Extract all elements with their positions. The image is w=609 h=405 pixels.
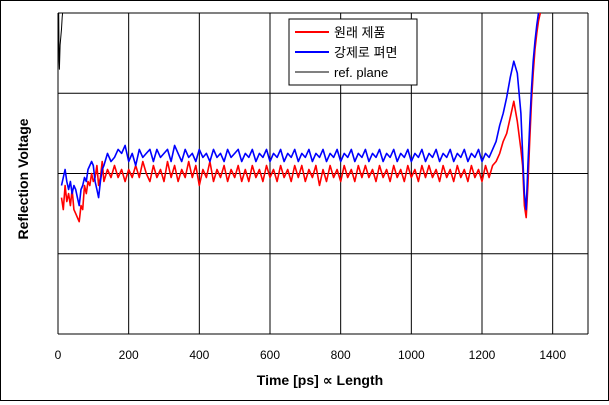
x-tick-label: 200 xyxy=(119,348,139,362)
x-tick-label: 1400 xyxy=(539,348,566,362)
legend-label: 강제로 펴면 xyxy=(334,45,397,60)
y-axis-label: Reflection Voltage xyxy=(15,118,31,239)
series-line- xyxy=(60,12,540,211)
x-tick-label: 1000 xyxy=(398,348,425,362)
legend-label: 원래 제품 xyxy=(334,25,385,40)
x-tick-label: 1200 xyxy=(469,348,496,362)
x-tick-label: 800 xyxy=(331,348,351,362)
x-tick-label: 0 xyxy=(55,348,62,362)
x-axis-label: Time [ps] ∝ Length xyxy=(257,372,383,388)
x-tick-label: 600 xyxy=(260,348,280,362)
series-line-ref-plane xyxy=(58,12,64,70)
x-tick-labels: 0 200 400 600 800 1000 1200 1400 xyxy=(55,348,567,362)
series-lines xyxy=(58,12,542,223)
series-line- xyxy=(60,12,542,223)
x-tick-label: 400 xyxy=(189,348,209,362)
legend-label: ref. plane xyxy=(334,65,388,80)
